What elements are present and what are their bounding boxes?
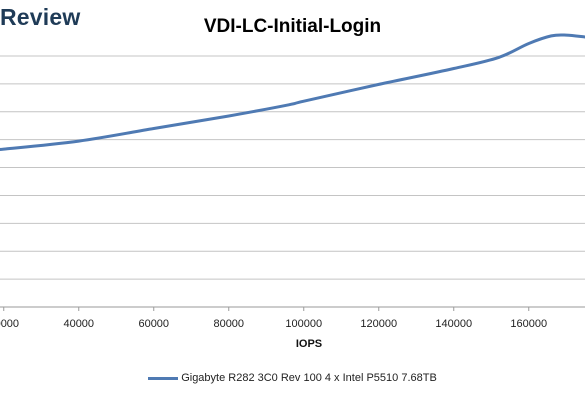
x-tick-label: 100000 [285,318,322,330]
x-axis-ticks: 20000 40000 60000 80000 100000 120000 140000 16… [0,307,547,330]
series-lines [0,33,585,152]
legend-entry: Gigabyte R282 3C0 Rev 100 4 x Intel P551… [181,372,437,384]
legend-swatch [148,376,179,380]
x-tick-label: 40000 [63,318,94,330]
legend: Gigabyte R282 3C0 Rev 100 4 x Intel P551… [0,372,585,384]
x-tick-label: 20000 [0,318,19,330]
x-tick-label: 60000 [138,318,169,330]
x-tick-label: 160000 [510,318,547,330]
series-line-0 [0,33,585,152]
x-tick-label: 120000 [360,318,397,330]
chart-title: VDI-LC-Initial-Login [203,16,382,37]
gridlines [0,55,585,308]
brand-logo-text: Review [0,4,81,30]
x-tick-label: 140000 [435,318,472,330]
x-axis-label: IOPS [296,338,322,350]
x-tick-label: 80000 [213,318,244,330]
